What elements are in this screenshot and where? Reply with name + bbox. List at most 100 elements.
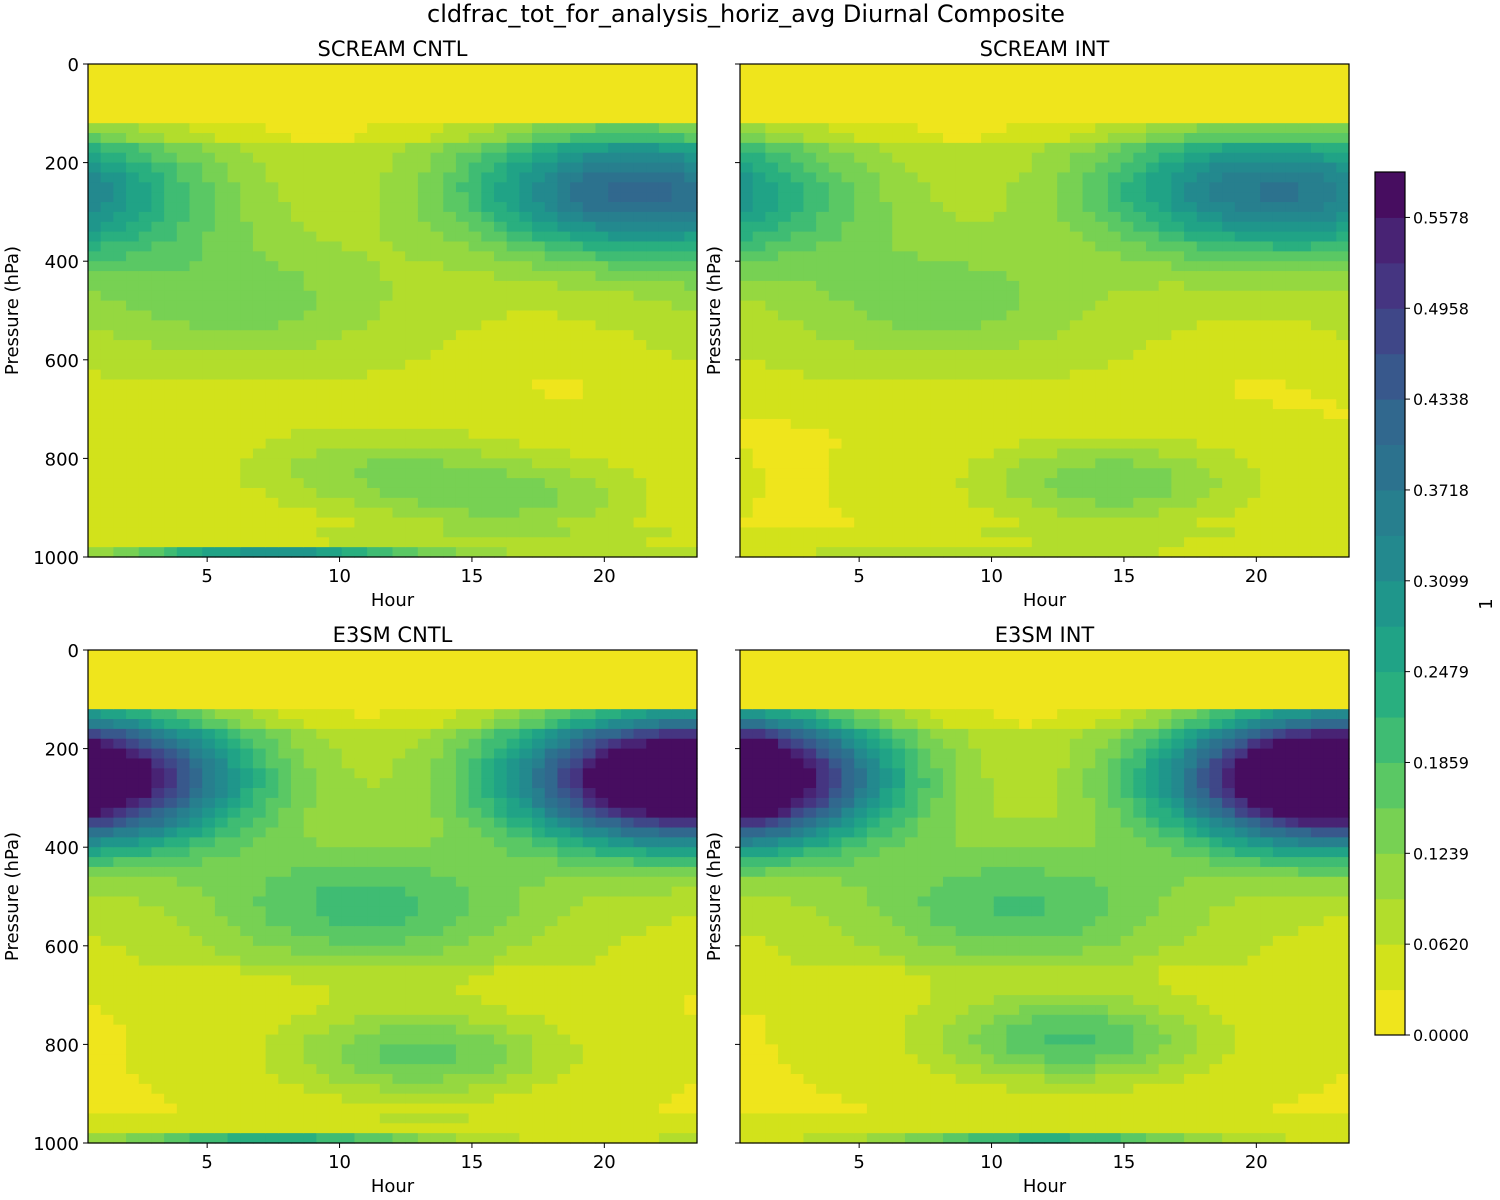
contour-cell <box>316 428 330 440</box>
contour-cell <box>854 349 868 361</box>
contour-cell <box>519 359 533 371</box>
contour-cell <box>202 162 216 174</box>
contour-cell <box>1234 507 1249 519</box>
contour-cell <box>620 241 635 252</box>
contour-cell <box>1057 172 1071 183</box>
contour-cell <box>1260 300 1274 312</box>
contour-cell <box>828 280 843 292</box>
contour-cell <box>126 192 140 203</box>
contour-cell <box>1006 93 1020 105</box>
contour-cell <box>816 123 830 134</box>
contour-cell <box>646 73 660 85</box>
contour-cell <box>341 458 356 469</box>
contour-cell <box>1069 468 1084 479</box>
contour-cell <box>740 172 754 183</box>
contour-cell <box>417 280 432 292</box>
contour-cell <box>1158 271 1172 282</box>
contour-cell <box>557 349 571 361</box>
contour-cell <box>1196 547 1211 558</box>
contour-cell <box>430 330 444 341</box>
contour-cell <box>214 547 229 558</box>
contour-cell <box>1120 103 1134 114</box>
contour-cell <box>1120 369 1134 381</box>
contour-cell <box>892 458 906 469</box>
contour-cell <box>968 330 982 341</box>
contour-cell <box>189 428 203 440</box>
contour-cell <box>379 142 394 154</box>
contour-cell <box>1146 202 1160 213</box>
contour-cell <box>506 438 520 450</box>
contour-cell <box>1031 192 1046 203</box>
contour-cell <box>379 359 394 371</box>
contour-cell <box>214 468 229 479</box>
contour-cell <box>981 448 995 459</box>
contour-cell <box>1298 192 1312 203</box>
contour-cell <box>1057 152 1071 164</box>
contour-cell <box>1069 507 1084 519</box>
contour-cell <box>854 409 868 420</box>
contour-cell <box>854 497 868 509</box>
contour-cell <box>841 517 855 529</box>
contour-cell <box>658 103 673 114</box>
contour-cell <box>544 537 559 548</box>
subplot-title: SCREAM CNTL <box>318 37 468 61</box>
contour-cell <box>126 359 140 371</box>
contour-cell <box>113 807 127 819</box>
contour-cell <box>684 83 698 95</box>
contour-cell <box>189 458 203 469</box>
contour-cell <box>1310 231 1325 243</box>
contour-cell <box>1209 359 1223 371</box>
contour-cell <box>1107 310 1122 321</box>
contour-cell <box>1095 507 1109 519</box>
contour-cell <box>1298 330 1312 341</box>
contour-cell <box>392 182 406 193</box>
contour-cell <box>379 73 394 85</box>
contour-cell <box>608 290 622 302</box>
contour-cell <box>1196 73 1211 85</box>
contour-cell <box>138 142 153 154</box>
contour-cell <box>392 468 406 479</box>
contour-cell <box>1107 231 1122 243</box>
contour-cell <box>468 93 482 105</box>
contour-cell <box>367 537 381 548</box>
contour-cell <box>1069 182 1084 193</box>
contour-cell <box>265 192 279 203</box>
contour-cell <box>930 527 944 538</box>
contour-cell <box>1171 517 1185 529</box>
contour-cell <box>930 517 944 529</box>
contour-cell <box>828 73 843 85</box>
contour-cell <box>608 379 622 390</box>
contour-cell <box>879 320 893 331</box>
contour-cell <box>841 280 855 292</box>
contour-cell <box>519 418 533 430</box>
contour-cell <box>930 261 944 272</box>
contour-cell <box>740 231 754 243</box>
contour-cell <box>595 231 609 243</box>
contour-cell <box>1336 202 1350 213</box>
contour-cell <box>367 202 381 213</box>
contour-cell <box>176 330 191 341</box>
contour-cell <box>1285 221 1299 233</box>
contour-cell <box>151 73 165 85</box>
contour-cell <box>943 83 957 95</box>
contour-cell <box>1247 428 1261 440</box>
contour-cell <box>1069 310 1084 321</box>
contour-cell <box>202 507 216 519</box>
contour-cell <box>392 418 406 430</box>
contour-cell <box>778 349 792 361</box>
contour-cell <box>1006 73 1020 85</box>
contour-cell <box>981 409 995 420</box>
contour-cell <box>1006 290 1020 302</box>
contour-cell <box>1133 211 1147 223</box>
contour-cell <box>790 340 805 351</box>
contour-cell <box>88 152 102 164</box>
contour-cell <box>379 310 394 321</box>
contour-cell <box>1133 340 1147 351</box>
contour-cell <box>291 221 305 233</box>
contour-cell <box>100 857 114 868</box>
contour-cell <box>1260 310 1274 321</box>
contour-cell <box>138 162 153 174</box>
contour-cell <box>671 202 685 213</box>
contour-cell <box>904 73 919 85</box>
contour-cell <box>1095 162 1109 174</box>
